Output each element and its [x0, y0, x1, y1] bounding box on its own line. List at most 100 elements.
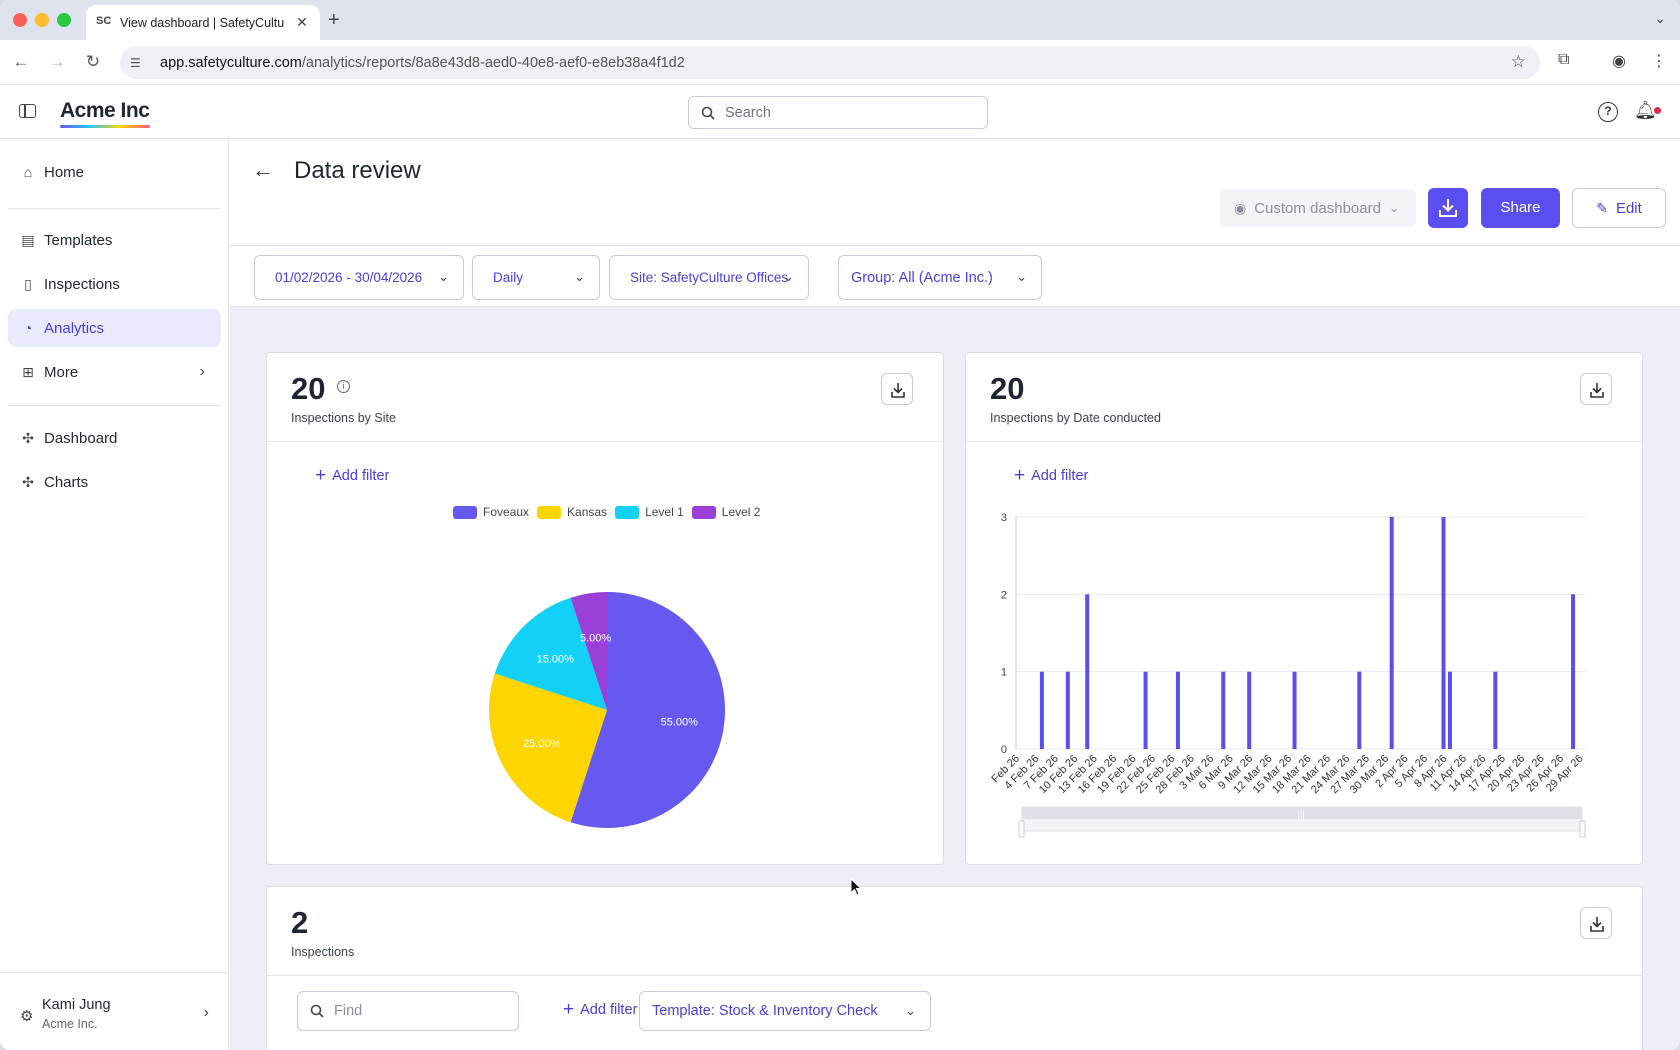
pie-slice-level-2[interactable]	[570, 592, 607, 710]
sidebar-item-dashboard[interactable]: ✣ Dashboard	[8, 419, 221, 457]
close-window-button[interactable]	[13, 13, 27, 27]
info-icon[interactable]: i	[337, 380, 350, 393]
interval-filter[interactable]: Daily ⌄	[472, 255, 600, 300]
add-filter-label: Add filter	[580, 1002, 638, 1018]
group-filter[interactable]: Group: All (Acme Inc.) ⌄	[838, 255, 1042, 300]
pie-slice-kansas[interactable]	[489, 673, 607, 823]
bar[interactable]	[1447, 671, 1452, 749]
minimize-window-button[interactable]	[35, 13, 49, 27]
reload-icon[interactable]: ↻	[85, 52, 101, 71]
find-input[interactable]: Find	[297, 991, 519, 1031]
tab-search-chevron-icon[interactable]: ⌄	[1654, 10, 1666, 26]
bar[interactable]	[1085, 594, 1090, 749]
forward-icon[interactable]: →	[48, 52, 66, 71]
legend-label[interactable]: Kansas	[567, 505, 608, 519]
bar[interactable]	[1292, 671, 1297, 749]
bar[interactable]	[1175, 671, 1180, 749]
sidebar-item-label: Analytics	[44, 319, 105, 337]
date-range-filter[interactable]: 01/02/2026 - 30/04/2026 ⌄	[254, 255, 464, 300]
sidebar-item-more[interactable]: ⊞ More ›	[8, 353, 221, 391]
brand-logo[interactable]: Acme Inc	[60, 99, 150, 122]
sidebar-item-label: Charts	[44, 473, 89, 491]
notifications-bell-icon[interactable]: 🔔︎	[1634, 100, 1657, 120]
share-button[interactable]: Share	[1481, 188, 1560, 228]
sidebar-item-inspections[interactable]: ▯ Inspections	[8, 265, 221, 303]
pie-legend: Foveaux Kansas Level 1 Level 2	[453, 505, 760, 519]
legend-label[interactable]: Level 2	[721, 505, 761, 519]
legend-swatch-level-2[interactable]	[691, 505, 716, 519]
filter-bar: 01/02/2026 - 30/04/2026 ⌄ Daily ⌄ Site: Sa…	[230, 245, 1680, 307]
inspections-by-site-card: 20 i Inspections by Site + Add filter Fov…	[266, 352, 944, 865]
bar[interactable]	[1247, 671, 1252, 749]
bar[interactable]	[1493, 671, 1498, 749]
pie-slice-foveaux[interactable]	[570, 592, 725, 828]
pie-slice-label: 5.00%	[580, 633, 611, 645]
add-filter-button[interactable]: + Add filter	[563, 999, 637, 1021]
bar[interactable]	[1143, 671, 1148, 749]
bar[interactable]	[1571, 594, 1576, 749]
date-range-label: 01/02/2026 - 30/04/2026	[275, 270, 423, 285]
add-filter-button[interactable]: + Add filter	[1014, 465, 1088, 487]
browser-menu-icon[interactable]: ⋮	[1651, 53, 1667, 70]
extensions-icon[interactable]: ⧉	[1558, 51, 1570, 68]
address-bar[interactable]: ☰ app.safetyculture.com/analytics/report…	[120, 46, 1540, 79]
zoom-slider-left-handle[interactable]	[1018, 820, 1025, 838]
legend-swatch-kansas[interactable]	[537, 505, 562, 519]
card-download-button[interactable]	[881, 373, 913, 405]
bar[interactable]	[1389, 517, 1394, 749]
legend-label[interactable]: Foveaux	[483, 505, 530, 519]
zoom-slider-grip-icon[interactable]: |||	[1297, 809, 1304, 819]
card-download-button[interactable]	[1580, 907, 1612, 939]
interval-label: Daily	[493, 270, 524, 285]
add-filter-button[interactable]: + Add filter	[315, 465, 389, 487]
bar[interactable]	[1221, 671, 1226, 749]
pie-chart[interactable]: 55.00% 25.00% 15.00% 5.00%	[267, 353, 945, 866]
bar[interactable]	[1357, 671, 1362, 749]
legend-swatch-level-1[interactable]	[615, 505, 640, 519]
bar[interactable]	[1441, 517, 1446, 749]
close-tab-icon[interactable]: ✕	[296, 14, 308, 30]
zoom-slider-right-handle[interactable]	[1579, 820, 1586, 838]
edit-button[interactable]: ✎ Edit	[1572, 188, 1666, 228]
find-placeholder: Find	[334, 1003, 363, 1019]
legend-label[interactable]: Level 1	[645, 505, 684, 519]
search-input[interactable]: Search	[688, 96, 988, 129]
add-filter-label: Add filter	[332, 468, 390, 484]
sidebar-item-analytics[interactable]: ◔ Analytics	[8, 309, 221, 347]
card-download-button[interactable]	[1580, 373, 1612, 405]
template-filter-dropdown[interactable]: Template: Stock & Inventory Check ⌄	[639, 991, 931, 1031]
download-button[interactable]	[1428, 188, 1468, 228]
pie-slice-level-1[interactable]	[494, 597, 607, 710]
legend-swatch-foveaux[interactable]	[453, 505, 477, 519]
sidebar: ⌂ Home ▤ Templates ▯ Inspections ◔ Analytics…	[0, 139, 229, 1050]
site-info-icon[interactable]: ☰	[130, 55, 141, 70]
sidebar-item-charts[interactable]: ✣ Charts	[8, 463, 221, 501]
chevron-right-icon: ›	[203, 1004, 209, 1021]
new-tab-icon[interactable]: +	[328, 9, 340, 31]
zoom-slider-range[interactable]	[1022, 807, 1582, 819]
analytics-icon: ◔	[23, 320, 33, 336]
card-divider	[267, 441, 943, 442]
back-icon[interactable]: ←	[12, 52, 30, 71]
back-arrow-icon[interactable]: ←	[252, 157, 274, 182]
edit-label: Edit	[1615, 199, 1642, 217]
bookmark-star-icon[interactable]: ☆	[1510, 52, 1526, 71]
site-filter[interactable]: Site: SafetyCulture Offices ⌄	[609, 255, 809, 300]
help-icon[interactable]: ?	[1598, 102, 1618, 122]
y-tick-label: 1	[1001, 667, 1007, 679]
custom-dashboard-dropdown[interactable]: ◉ Custom dashboard ⌄	[1220, 189, 1416, 227]
profile-icon[interactable]: ◉	[1612, 53, 1626, 70]
bar[interactable]	[1065, 671, 1070, 749]
maximize-window-button[interactable]	[57, 13, 71, 27]
sidebar-item-templates[interactable]: ▤ Templates	[8, 221, 221, 259]
bar[interactable]	[1039, 671, 1044, 749]
group-filter-label: Group: All (Acme Inc.)	[851, 269, 993, 286]
page-title: Data review	[294, 157, 421, 184]
browser-tab[interactable]: SC View dashboard | SafetyCultu ✕	[86, 5, 320, 40]
sidebar-toggle-icon[interactable]	[19, 104, 36, 118]
plus-icon: +	[315, 465, 327, 486]
mouse-cursor-icon	[850, 878, 863, 896]
user-profile-menu[interactable]: ⚙ Kami Jung Acme Inc. ›	[0, 972, 229, 1050]
sidebar-item-home[interactable]: ⌂ Home	[8, 153, 221, 191]
